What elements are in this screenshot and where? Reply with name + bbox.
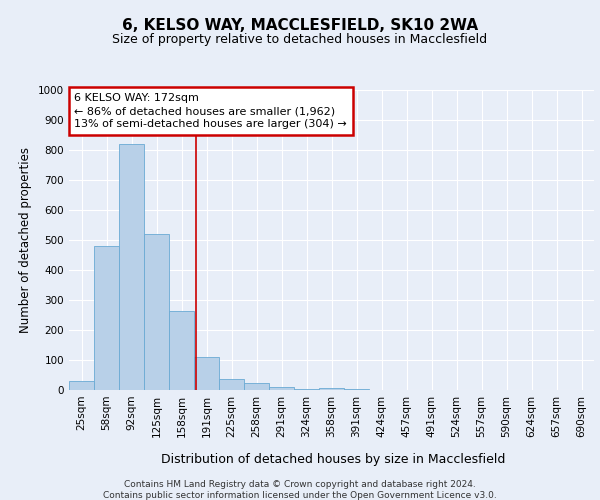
Bar (344, 388, 369, 390)
Text: Contains public sector information licensed under the Open Government Licence v3: Contains public sector information licen… (103, 491, 497, 500)
Y-axis label: Number of detached properties: Number of detached properties (19, 147, 32, 333)
Text: Contains HM Land Registry data © Crown copyright and database right 2024.: Contains HM Land Registry data © Crown c… (124, 480, 476, 489)
Bar (144, 234, 169, 390)
Bar (169, 310, 194, 390)
Bar (94, 246, 119, 390)
Bar (294, 388, 319, 390)
Bar (319, 388, 344, 390)
Text: 6, KELSO WAY, MACCLESFIELD, SK10 2WA: 6, KELSO WAY, MACCLESFIELD, SK10 2WA (122, 18, 478, 32)
Bar (219, 378, 244, 390)
Text: Distribution of detached houses by size in Macclesfield: Distribution of detached houses by size … (161, 452, 505, 466)
Bar (69, 381, 94, 390)
Bar (269, 387, 294, 390)
Text: 6 KELSO WAY: 172sqm
← 86% of detached houses are smaller (1,962)
13% of semi-det: 6 KELSO WAY: 172sqm ← 86% of detached ho… (74, 93, 347, 130)
Bar (194, 357, 219, 390)
Text: Size of property relative to detached houses in Macclesfield: Size of property relative to detached ho… (112, 32, 488, 46)
Bar (119, 144, 144, 390)
Bar (244, 384, 269, 390)
